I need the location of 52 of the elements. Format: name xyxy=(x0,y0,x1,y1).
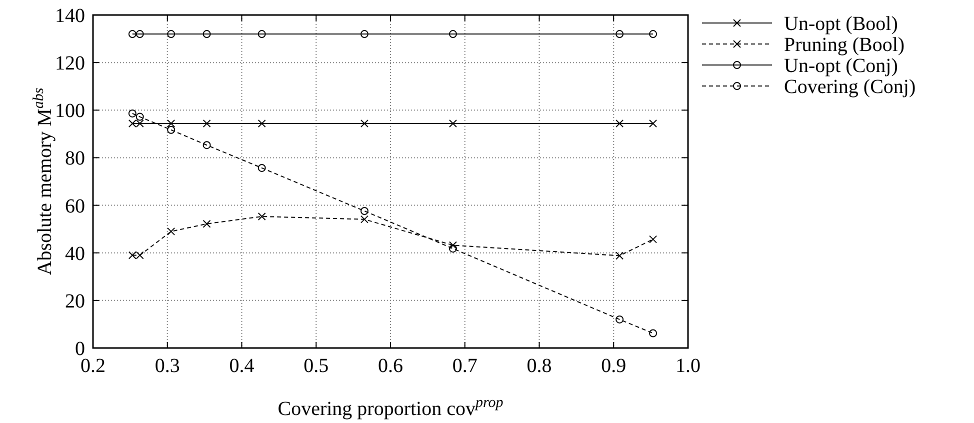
y-tick-label: 100 xyxy=(55,100,85,122)
point xyxy=(258,119,266,128)
y-tick-label: 80 xyxy=(65,148,85,170)
point xyxy=(167,30,176,38)
point xyxy=(202,220,211,228)
point xyxy=(167,126,176,134)
x-tick-label: 0.9 xyxy=(601,355,626,377)
legend-label: Un-opt (Conj) xyxy=(784,55,898,77)
point xyxy=(128,109,136,118)
point xyxy=(616,315,624,324)
x-axis-title: Covering proportion cov$^{prop}$ xyxy=(278,395,504,420)
point xyxy=(258,164,266,172)
point xyxy=(448,119,457,128)
point xyxy=(202,119,211,128)
point xyxy=(649,329,658,338)
point xyxy=(616,119,624,128)
point xyxy=(258,212,266,220)
point xyxy=(649,119,658,128)
y-tick-label: 20 xyxy=(65,290,85,312)
x-tick-label: 0.4 xyxy=(229,355,254,377)
point xyxy=(649,30,658,38)
y-tick-label: 120 xyxy=(55,52,85,75)
point xyxy=(616,252,624,260)
x-tick-label: 0.3 xyxy=(154,355,180,377)
point xyxy=(616,30,624,38)
point xyxy=(649,235,658,244)
y-tick-label: 60 xyxy=(65,195,85,218)
point xyxy=(360,30,368,38)
x-tick-label: 0.5 xyxy=(304,355,329,377)
point xyxy=(167,119,176,128)
point xyxy=(128,30,136,38)
point xyxy=(360,206,368,215)
point xyxy=(360,119,368,128)
point xyxy=(360,215,368,224)
point xyxy=(258,30,266,38)
legend-label: Un-opt (Bool) xyxy=(784,13,898,35)
x-tick-label: 0.6 xyxy=(378,355,403,377)
point xyxy=(167,227,176,236)
point xyxy=(448,241,457,250)
point xyxy=(448,30,457,38)
point xyxy=(202,141,211,150)
x-tick-label: 0.8 xyxy=(526,355,552,377)
point xyxy=(136,30,144,38)
point xyxy=(202,30,211,38)
x-tick-label: 0.7 xyxy=(452,355,478,377)
point xyxy=(448,244,457,253)
y-tick-label: 40 xyxy=(65,242,85,265)
y-tick-label: 140 xyxy=(55,5,85,27)
x-tick-label: 1.0 xyxy=(676,355,700,377)
legend-label: Covering (Conj) xyxy=(784,76,916,98)
point xyxy=(136,112,144,121)
legend-label: Pruning (Bool) xyxy=(784,34,905,56)
